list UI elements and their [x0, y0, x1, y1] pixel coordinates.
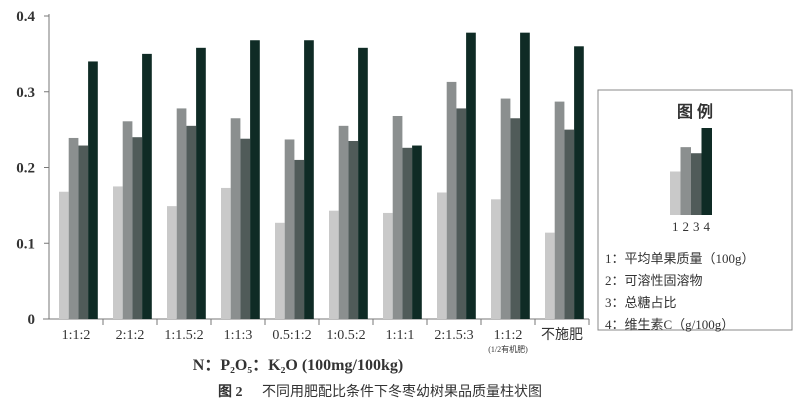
- bar-1: [383, 212, 393, 319]
- bar-3: [456, 108, 467, 319]
- bar-1: [437, 192, 447, 319]
- bar-3: [294, 159, 305, 319]
- bar-3: [78, 145, 89, 319]
- bar-2: [230, 118, 241, 319]
- y-tick-label: 0.3: [16, 85, 35, 101]
- legend-swatch-2: [680, 147, 691, 215]
- legend-entry-2: 2：可溶性固溶物: [605, 273, 703, 288]
- bar-4: [358, 47, 368, 319]
- legend-entry-4: 4：维生素C（g/100g）: [605, 317, 734, 332]
- bar-4: [250, 40, 260, 320]
- caption-number: 图 2: [218, 384, 243, 400]
- bar-2: [284, 139, 295, 319]
- x-tick-label: 0.5:1:2: [272, 328, 311, 343]
- legend-entry-3: 3：总糖占比: [605, 295, 677, 310]
- bar-3: [348, 140, 359, 319]
- x-tick-label: 1:1:2: [62, 328, 91, 343]
- bar-1: [59, 191, 69, 319]
- figure-caption: 不同用肥配比条件下冬枣幼树果品质量柱状图: [262, 383, 542, 400]
- bar-2: [500, 98, 511, 319]
- bar-4: [466, 32, 476, 319]
- bar-3: [564, 129, 575, 319]
- bar-2: [554, 101, 565, 319]
- bar-3: [402, 147, 413, 319]
- legend-swatch-1: [670, 171, 681, 215]
- bar-1: [329, 210, 339, 319]
- bar-2: [176, 108, 187, 319]
- x-tick-label: 1:1:3: [224, 328, 253, 343]
- y-tick-label: 0: [28, 312, 36, 328]
- legend-sample-number: 3: [693, 219, 700, 234]
- legend-swatch-3: [691, 153, 702, 215]
- bar-2: [446, 81, 457, 319]
- bar-1: [491, 199, 501, 319]
- legend-sample-number: 4: [704, 219, 711, 234]
- bar-2: [392, 115, 403, 320]
- legend-swatch-4: [701, 128, 712, 215]
- x-tick-label: 1:1.5:2: [164, 328, 203, 343]
- bar-1: [167, 206, 177, 319]
- bar-3: [510, 118, 521, 319]
- legend-sample-number: 2: [683, 219, 690, 234]
- bar-4: [520, 32, 530, 319]
- bar-4: [412, 145, 422, 319]
- category-note: (1/2有机肥): [488, 344, 528, 354]
- y-tick-label: 0.1: [16, 236, 35, 252]
- bar-1: [113, 186, 123, 319]
- x-tick-label: 1:0.5:2: [326, 328, 365, 343]
- y-tick-label: 0.4: [16, 9, 35, 25]
- bar-4: [88, 61, 98, 319]
- bar-3: [186, 125, 197, 320]
- x-tick-label: 2:1:2: [116, 328, 145, 343]
- x-tick-label: 2:1.5:3: [434, 328, 473, 343]
- bar-4: [196, 47, 206, 319]
- x-tick-label: 1:1:1: [386, 328, 415, 343]
- legend-entry-1: 1：平均单果质量（100g）: [605, 251, 755, 266]
- bar-4: [142, 53, 152, 319]
- bar-4: [574, 46, 584, 320]
- bar-1: [275, 222, 285, 319]
- bar-2: [338, 125, 349, 320]
- bar-2: [122, 121, 133, 319]
- bar-2: [68, 137, 79, 319]
- legend-title: 图 例: [677, 102, 713, 121]
- bar-1: [221, 187, 231, 319]
- bar-1: [545, 232, 555, 319]
- bar-3: [132, 137, 143, 319]
- bar-3: [240, 138, 251, 319]
- x-tick-label: 不施肥: [541, 327, 583, 343]
- x-tick-label: 1:1:2: [494, 328, 523, 343]
- y-tick-label: 0.2: [16, 161, 35, 177]
- legend-sample-number: 1: [672, 219, 679, 234]
- bar-4: [304, 40, 314, 320]
- x-axis-label: N：P₂O₅：K₂O (100mg/100kg): [193, 357, 403, 374]
